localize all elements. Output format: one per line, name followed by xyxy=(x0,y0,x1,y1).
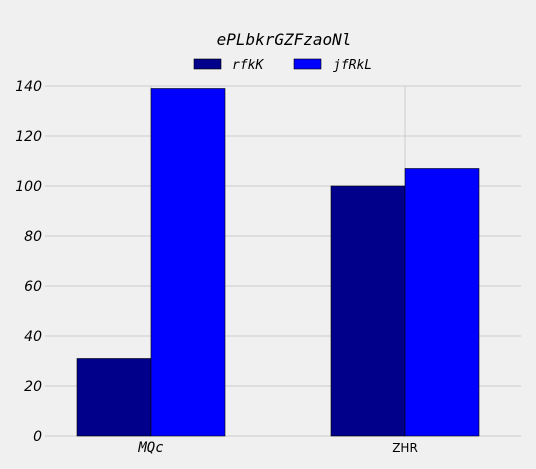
y-tick-label-100: 100 xyxy=(15,179,42,195)
bar-rfkK-MQc xyxy=(76,358,152,437)
bar-jfRkL-ZHR xyxy=(404,168,480,437)
x-tick-label-ZHR: ZHR xyxy=(392,441,418,455)
chart-title: ePLbkrGZFzaoNl xyxy=(217,30,352,49)
y-tick-label-120: 120 xyxy=(15,129,42,145)
y-tick-label-40: 40 xyxy=(24,329,42,345)
y-tick-label-60: 60 xyxy=(24,279,42,295)
legend-swatch-jfRkL xyxy=(293,58,322,70)
x-axis-ticks: MQc ZHR xyxy=(137,440,417,456)
y-tick-label-20: 20 xyxy=(24,379,42,395)
y-tick-label-80: 80 xyxy=(24,229,42,245)
legend-label-rfkK: rfkK xyxy=(232,58,264,73)
y-tick-label-140: 140 xyxy=(15,79,42,95)
y-tick-label-0: 0 xyxy=(33,429,42,445)
bars xyxy=(76,88,480,437)
legend: rfkK jfRkL xyxy=(193,58,372,73)
y-axis-ticks: 0 20 40 60 80 100 120 140 xyxy=(15,79,42,445)
bar-jfRkL-MQc xyxy=(150,88,226,437)
x-tick-label-MQc: MQc xyxy=(137,440,163,456)
legend-swatch-rfkK xyxy=(193,58,222,70)
bar-rfkK-ZHR xyxy=(330,185,406,437)
legend-label-jfRkL: jfRkL xyxy=(333,58,372,73)
